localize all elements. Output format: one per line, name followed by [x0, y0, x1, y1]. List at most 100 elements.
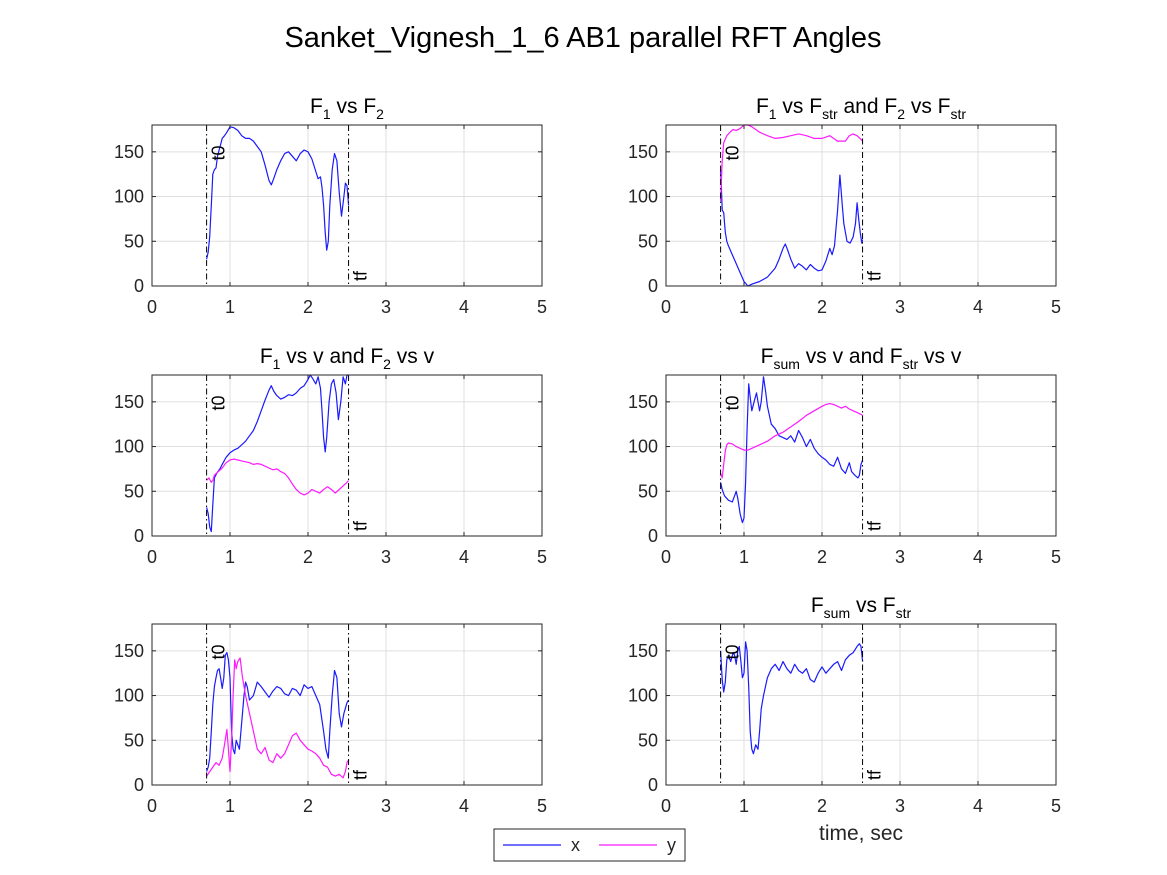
x-tick-label: 5 [1051, 297, 1061, 317]
series-x-line [206, 374, 349, 533]
axes-frame [151, 124, 543, 287]
marker-tf-label: tf [351, 520, 371, 531]
y-tick-label: 50 [638, 231, 658, 251]
marker-t0-label: t0 [723, 644, 743, 659]
y-tick-label: 50 [124, 730, 144, 750]
x-tick-label: 5 [1051, 547, 1061, 567]
x-tick-label: 2 [817, 297, 827, 317]
y-tick-label: 0 [648, 526, 658, 546]
x-tick-label: 5 [537, 547, 547, 567]
y-tick-label: 100 [114, 187, 144, 207]
y-tick-label: 100 [628, 437, 658, 457]
x-tick-label: 0 [661, 297, 671, 317]
x-tick-label: 5 [537, 796, 547, 816]
y-tick-label: 150 [628, 392, 658, 412]
legend-label-y: y [667, 835, 676, 855]
y-tick-label: 50 [124, 231, 144, 251]
y-tick-label: 150 [114, 641, 144, 661]
subplot-title: F1​ vs F2​ [310, 95, 384, 122]
x-tick-label: 1 [739, 547, 749, 567]
x-tick-label: 0 [147, 796, 157, 816]
axes-frame [151, 623, 543, 786]
x-tick-label: 0 [147, 297, 157, 317]
x-tick-label: 2 [303, 796, 313, 816]
x-tick-label: 3 [895, 297, 905, 317]
axes-frame [665, 623, 1057, 786]
y-tick-label: 0 [648, 775, 658, 795]
series-y-line [720, 124, 864, 202]
x-tick-label: 4 [973, 297, 983, 317]
axes-frame [151, 374, 543, 537]
x-tick-label: 2 [817, 796, 827, 816]
marker-t0-label: t0 [209, 644, 229, 659]
marker-t0-label: t0 [723, 145, 743, 160]
marker-t0-label: t0 [209, 395, 229, 410]
y-tick-label: 100 [628, 686, 658, 706]
x-tick-label: 5 [537, 297, 547, 317]
x-tick-label: 2 [303, 297, 313, 317]
y-tick-label: 150 [114, 392, 144, 412]
x-tick-label: 4 [459, 547, 469, 567]
x-tick-label: 0 [661, 547, 671, 567]
subplot-title: F1​ vs v and F2​ vs v [260, 345, 435, 372]
x-tick-label: 2 [303, 547, 313, 567]
subplot-title: F1​ vs Fstr​ and F2​ vs Fstr​ [756, 95, 966, 122]
x-tick-label: 5 [1051, 796, 1061, 816]
axes-frame [665, 124, 1057, 287]
y-tick-label: 100 [114, 686, 144, 706]
marker-tf-label: tf [865, 270, 885, 281]
marker-tf-label: tf [865, 769, 885, 780]
series-y-line [720, 403, 863, 479]
subplot-title: Fsum​ vs Fstr​ [811, 594, 912, 621]
series-x-line [720, 641, 864, 755]
figure-title: Sanket_Vignesh_1_6 AB1 parallel RFT Angl… [284, 22, 881, 54]
x-tick-label: 0 [147, 547, 157, 567]
x-tick-label: 3 [381, 796, 391, 816]
y-tick-label: 100 [628, 187, 658, 207]
y-tick-label: 0 [134, 276, 144, 296]
x-tick-label: 1 [225, 297, 235, 317]
series-x-line [206, 652, 350, 772]
series-y-line [206, 657, 350, 779]
subplot-title: Fsum​ vs v and Fstr​ vs v [761, 345, 962, 372]
series-x-line [720, 169, 864, 287]
series-y-line [206, 458, 350, 496]
y-tick-label: 50 [638, 481, 658, 501]
y-tick-label: 150 [628, 641, 658, 661]
x-tick-label: 3 [895, 796, 905, 816]
y-tick-label: 0 [134, 775, 144, 795]
y-tick-label: 0 [648, 276, 658, 296]
x-tick-label: 1 [225, 547, 235, 567]
x-tick-label: 0 [661, 796, 671, 816]
legend-label-x: x [571, 835, 580, 855]
x-tick-label: 4 [973, 796, 983, 816]
y-tick-label: 0 [134, 526, 144, 546]
x-tick-label: 3 [895, 547, 905, 567]
y-tick-label: 150 [114, 142, 144, 162]
x-tick-label: 1 [225, 796, 235, 816]
marker-tf-label: tf [351, 270, 371, 281]
marker-tf-label: tf [865, 520, 885, 531]
x-tick-label: 4 [459, 796, 469, 816]
marker-t0-label: t0 [209, 145, 229, 160]
x-tick-label: 3 [381, 547, 391, 567]
axes-frame [665, 374, 1057, 537]
y-tick-label: 50 [638, 730, 658, 750]
x-tick-label: 3 [381, 297, 391, 317]
marker-t0-label: t0 [723, 395, 743, 410]
series-x-line [720, 376, 864, 524]
x-tick-label: 1 [739, 297, 749, 317]
x-tick-label: 4 [459, 297, 469, 317]
x-tick-label: 2 [817, 547, 827, 567]
marker-tf-label: tf [351, 769, 371, 780]
y-tick-label: 50 [124, 481, 144, 501]
y-tick-label: 100 [114, 437, 144, 457]
